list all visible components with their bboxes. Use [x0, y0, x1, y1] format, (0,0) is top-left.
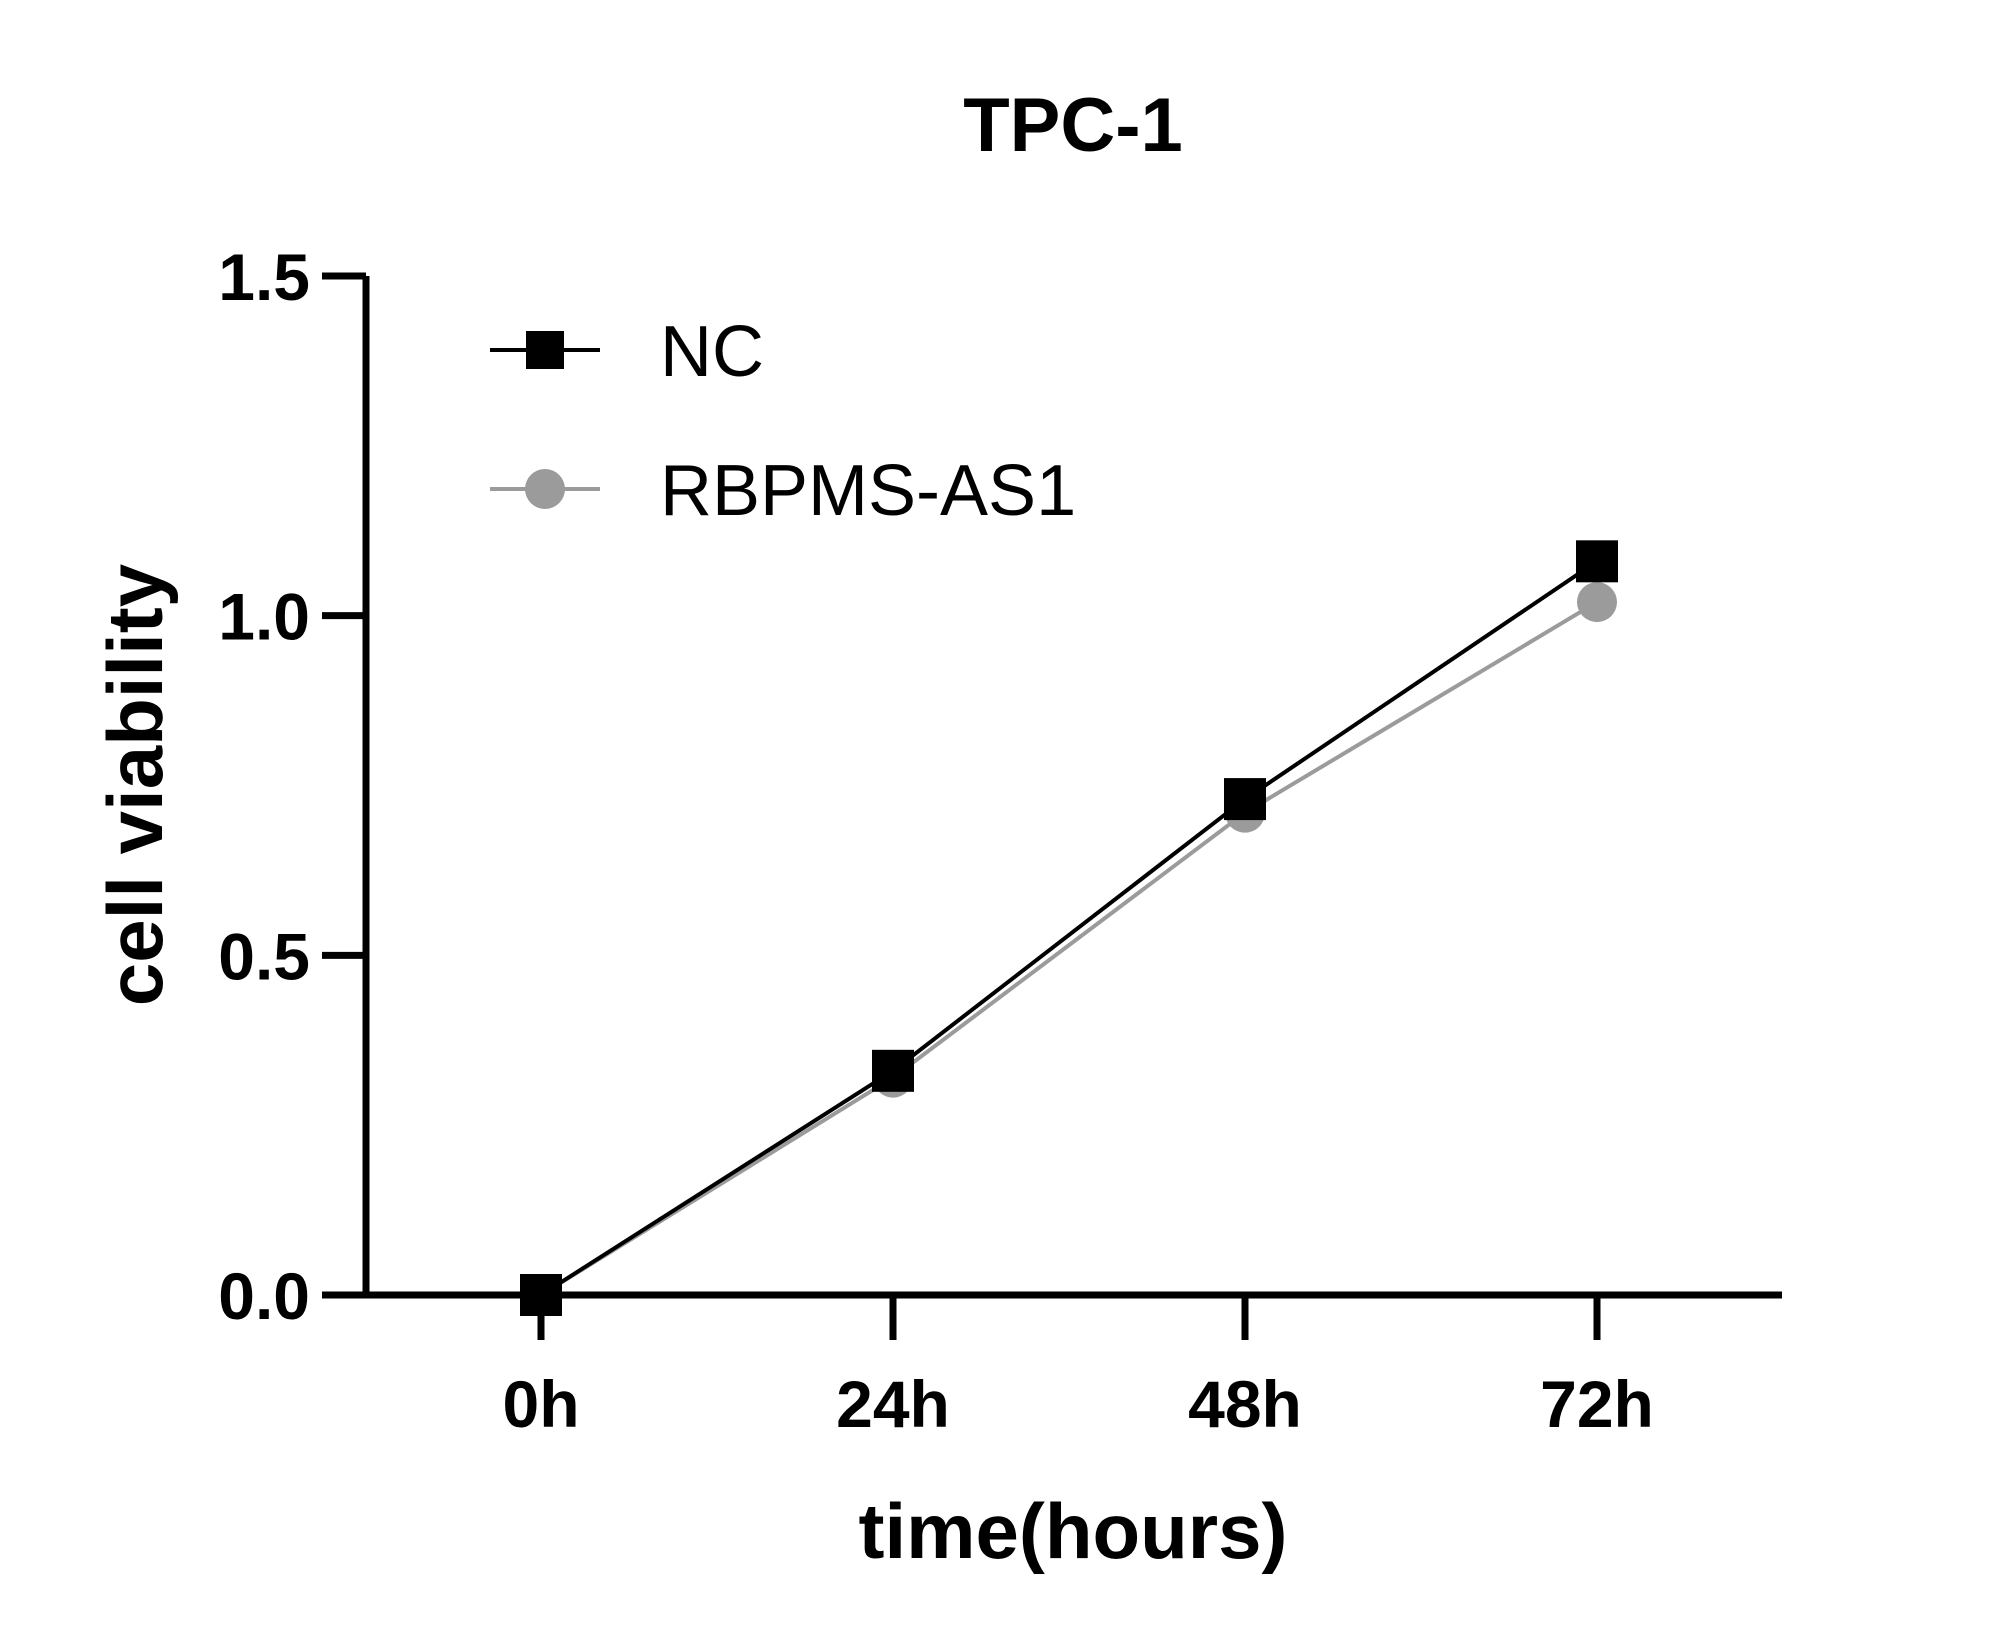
series-line-rbpms-as1	[539, 600, 1599, 1297]
legend-item-nc: NC	[490, 312, 764, 392]
y-axis-label: cell viability	[91, 564, 179, 1006]
y-axis: 0.0 0.5 1.0 1.5	[218, 240, 370, 1333]
x-axis-label: time(hours)	[859, 1487, 1288, 1575]
x-tick-label: 24h	[836, 1367, 950, 1441]
x-tick-label: 0h	[502, 1367, 579, 1441]
legend-marker-nc	[526, 331, 564, 369]
x-tick-label: 48h	[1188, 1367, 1302, 1441]
legend: NC RBPMS-AS1	[490, 312, 1076, 531]
chart-title: TPC-1	[963, 83, 1183, 168]
data-point-nc	[1576, 540, 1618, 583]
y-tick-label: 0.5	[218, 919, 310, 993]
data-point-rbpms-as1	[1577, 582, 1617, 623]
data-point-nc	[1224, 778, 1266, 821]
legend-label-nc: NC	[660, 312, 764, 392]
y-tick-label: 1.5	[218, 240, 310, 314]
series-line-nc	[539, 559, 1599, 1297]
legend-item-rbpms-as1: RBPMS-AS1	[490, 451, 1076, 531]
y-tick-label: 1.0	[218, 580, 310, 654]
x-tick-label: 72h	[1540, 1367, 1654, 1441]
data-point-nc	[872, 1049, 914, 1092]
y-tick-label: 0.0	[218, 1259, 310, 1333]
legend-marker-rbpms-as1	[525, 469, 565, 509]
x-axis: 0h 24h 48h 72h	[362, 1291, 1782, 1441]
data-point-nc	[520, 1274, 562, 1316]
legend-label-rbpms-as1: RBPMS-AS1	[660, 451, 1076, 531]
